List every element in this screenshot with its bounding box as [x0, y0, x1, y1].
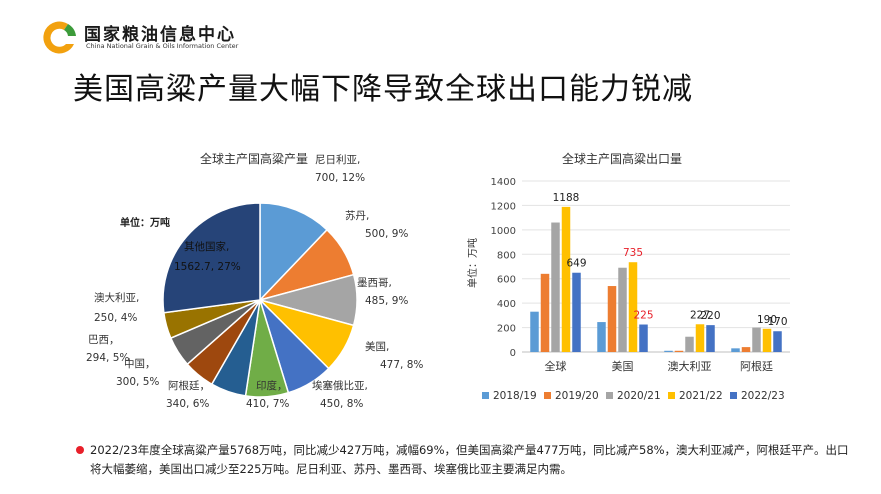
pie-slice-label: 300, 5% — [116, 376, 159, 388]
bar-legend-label: 2020/21 — [617, 390, 661, 402]
bar-y-tick-label: 1000 — [491, 226, 516, 237]
logo-emblem-icon — [43, 21, 76, 54]
bar-data-label: 735 — [623, 247, 643, 259]
pie-slice-label: 294, 5% — [86, 352, 129, 364]
bar-x-tick-label: 阿根廷 — [740, 359, 773, 373]
bar — [530, 311, 539, 352]
bar — [664, 350, 673, 352]
page-title: 美国高粱产量大幅下降导致全球出口能力锐减 — [73, 72, 693, 107]
bar — [639, 324, 648, 352]
pie-slice-label: 苏丹, — [345, 209, 369, 222]
bar — [695, 324, 705, 352]
bar-legend-label: 2018/19 — [493, 390, 537, 402]
bar-x-tick-label: 美国 — [612, 360, 634, 373]
pie-slice-label: 485, 9% — [365, 295, 408, 307]
pie-slice-label: 印度， — [256, 379, 288, 392]
bar-data-label: 649 — [566, 258, 586, 270]
logo: 国家粮油信息中心 China National Grain & Oils Inf… — [38, 18, 268, 58]
pie-slice-label: 澳大利亚, — [94, 291, 139, 304]
bar-x-tick-label: 澳大利亚 — [668, 359, 712, 373]
bar-y-tick-label: 800 — [497, 250, 516, 261]
pie-slice-label: 450, 8% — [320, 398, 363, 410]
pie-slice-label: 埃塞俄比亚, — [312, 379, 368, 392]
bar-legend-label: 2021/22 — [679, 390, 723, 402]
pie-slice-label: 250, 4% — [94, 312, 137, 324]
pie-slice-label: 美国, — [365, 340, 389, 353]
bar-data-label: 1188 — [553, 192, 580, 204]
bar-data-label: 170 — [767, 316, 787, 328]
bar — [752, 327, 761, 352]
pie-slice-label: 340, 6% — [166, 398, 209, 410]
bar — [597, 322, 606, 352]
pie-slice-label: 1562.7, 27% — [174, 261, 241, 273]
pie-title: 全球主产国高粱产量 — [200, 151, 308, 166]
bar — [762, 328, 772, 352]
bar-x-tick-label: 全球 — [545, 359, 567, 373]
pie-slice-label: 其他国家, — [184, 240, 229, 253]
bullet-icon — [76, 446, 84, 454]
bar-legend-swatch — [730, 392, 737, 399]
bar — [572, 272, 581, 352]
bar-legend-swatch — [606, 392, 613, 399]
bar — [628, 262, 638, 352]
pie-slice-label: 巴西， — [88, 334, 120, 346]
bar-y-tick-label: 1200 — [491, 201, 516, 212]
bar-y-tick-label: 400 — [497, 299, 516, 310]
bar-y-axis-label: 单位：万吨 — [466, 238, 479, 288]
pie-slice — [162, 202, 261, 314]
bar — [540, 273, 550, 352]
bar — [731, 348, 740, 352]
bar-legend-swatch — [544, 392, 551, 399]
bar — [706, 325, 715, 352]
bar-data-label: 190 — [757, 314, 777, 326]
bar-legend-swatch — [668, 392, 675, 399]
pie-slice-label: 中国， — [124, 357, 156, 370]
pie-slice-label: 尼日利亚, — [315, 154, 360, 166]
bar-y-tick-label: 600 — [497, 275, 516, 286]
bar-y-tick-label: 1400 — [491, 177, 516, 188]
bar — [551, 222, 560, 352]
bar — [607, 286, 617, 352]
bar-y-tick-label: 200 — [497, 324, 516, 335]
bar-legend-label: 2022/23 — [741, 390, 785, 402]
pie-slice-label: 477, 8% — [380, 359, 423, 371]
pie-slice — [259, 202, 329, 302]
bar-y-tick-label: 0 — [510, 348, 516, 359]
bar — [741, 347, 751, 352]
pie-slice-label: 410, 7% — [246, 398, 289, 410]
bar-legend-swatch — [482, 392, 489, 399]
bar — [685, 336, 694, 352]
bar — [618, 267, 627, 352]
logo-name-cn: 国家粮油信息中心 — [84, 25, 236, 45]
bar-data-label: 225 — [633, 310, 653, 322]
bar-data-label: 227 — [690, 309, 710, 321]
bar-legend-label: 2019/20 — [555, 390, 599, 402]
logo-name-en: China National Grain & Oils Information … — [86, 42, 239, 50]
pie-slice-label: 500, 9% — [365, 228, 408, 240]
summary-note: 2022/23年度全球高粱产量5768万吨，同比减少427万吨，减幅69%，但美… — [76, 441, 850, 479]
bar-title: 全球主产国高粱出口量 — [562, 151, 682, 166]
summary-text: 2022/23年度全球高粱产量5768万吨，同比减少427万吨，减幅69%，但美… — [90, 443, 849, 476]
pie-unit-note: 单位：万吨 — [120, 216, 170, 229]
pie-slice-label: 700, 12% — [315, 172, 365, 184]
bar-data-label: 220 — [700, 310, 720, 322]
pie-slice-label: 阿根廷， — [168, 379, 210, 392]
bar — [674, 350, 684, 352]
bar — [561, 206, 571, 352]
pie-slice-label: 墨西哥, — [357, 277, 392, 289]
bar — [773, 331, 782, 352]
